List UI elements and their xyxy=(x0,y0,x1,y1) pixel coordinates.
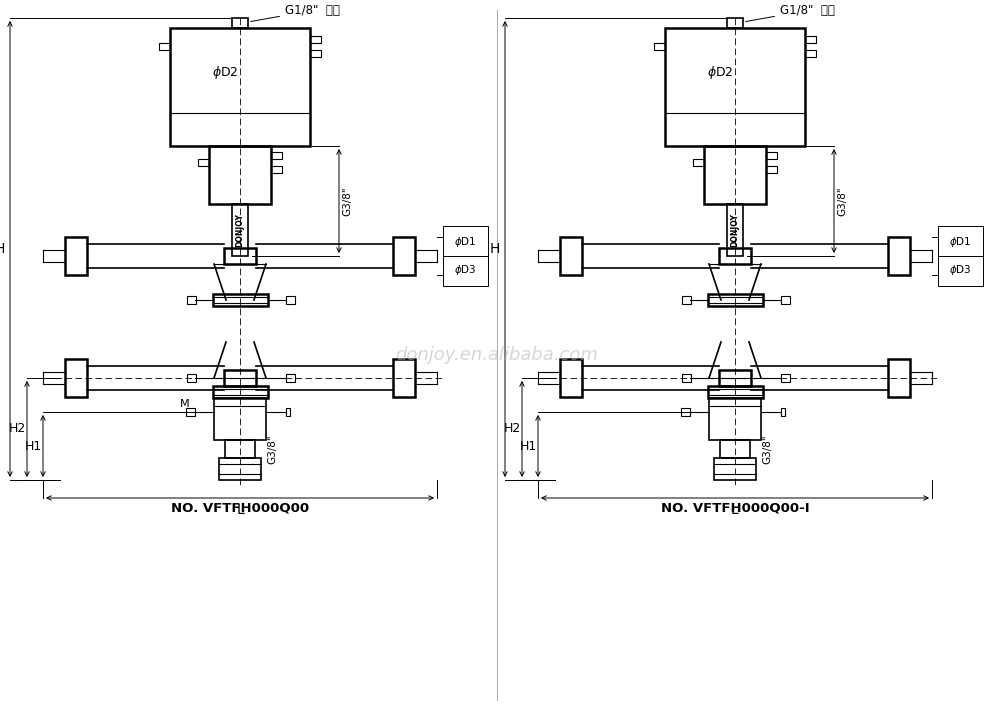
Bar xyxy=(310,36,321,43)
Bar xyxy=(682,296,691,304)
Text: G3/8": G3/8" xyxy=(267,434,277,464)
Bar xyxy=(170,28,310,146)
Text: L: L xyxy=(237,503,244,517)
Bar xyxy=(714,458,756,480)
Bar xyxy=(224,370,256,386)
Bar xyxy=(393,359,415,397)
Bar xyxy=(209,146,271,204)
Bar xyxy=(780,374,789,382)
Bar xyxy=(805,50,816,57)
Bar xyxy=(805,36,816,43)
Bar xyxy=(198,159,209,166)
Text: NO. VFTFH000Q00-I: NO. VFTFH000Q00-I xyxy=(661,501,809,515)
Text: $\phi$D2: $\phi$D2 xyxy=(707,64,734,81)
Text: $\phi$D2: $\phi$D2 xyxy=(212,64,239,81)
Text: H1: H1 xyxy=(25,439,42,452)
Text: H2: H2 xyxy=(503,422,521,436)
Bar xyxy=(708,294,762,306)
Bar xyxy=(224,248,256,264)
Text: G1/8"  气嘴: G1/8" 气嘴 xyxy=(250,4,340,21)
Bar xyxy=(232,18,248,28)
Bar xyxy=(393,237,415,275)
Bar xyxy=(560,237,582,275)
Text: G3/8": G3/8" xyxy=(342,186,352,216)
Bar xyxy=(187,296,196,304)
Text: G3/8": G3/8" xyxy=(837,186,847,216)
Bar xyxy=(766,166,777,173)
Bar xyxy=(232,204,248,256)
Bar xyxy=(187,374,196,382)
Bar xyxy=(888,237,910,275)
Bar xyxy=(709,398,761,440)
Text: DONJOY: DONJOY xyxy=(236,213,245,247)
Bar xyxy=(654,43,665,50)
Text: G3/8": G3/8" xyxy=(762,434,772,464)
Bar xyxy=(271,166,282,173)
Text: G1/8"  气嘴: G1/8" 气嘴 xyxy=(746,4,835,21)
Bar xyxy=(213,294,267,306)
Bar xyxy=(781,408,785,416)
Text: H: H xyxy=(0,242,5,256)
Text: H1: H1 xyxy=(520,439,537,452)
Bar xyxy=(213,386,267,398)
Bar xyxy=(285,374,294,382)
Bar xyxy=(310,50,321,57)
Text: donjoy.en.alibaba.com: donjoy.en.alibaba.com xyxy=(396,346,598,364)
Text: L: L xyxy=(732,503,739,517)
Bar xyxy=(159,43,170,50)
Text: $\phi$D3: $\phi$D3 xyxy=(454,263,476,277)
Bar xyxy=(219,458,261,480)
Bar xyxy=(665,28,805,146)
Bar xyxy=(766,152,777,159)
Bar xyxy=(780,296,789,304)
Text: DONJOY: DONJOY xyxy=(731,213,740,247)
Bar xyxy=(214,398,266,440)
Bar xyxy=(65,359,87,397)
Bar xyxy=(271,152,282,159)
Bar xyxy=(719,370,751,386)
Bar xyxy=(225,440,255,458)
Bar xyxy=(560,359,582,397)
Text: $\phi$D3: $\phi$D3 xyxy=(949,263,971,277)
Bar xyxy=(938,226,983,286)
Bar xyxy=(888,359,910,397)
Bar xyxy=(727,18,743,28)
Text: H: H xyxy=(490,242,500,256)
Bar xyxy=(720,440,750,458)
Bar xyxy=(727,204,743,256)
Bar xyxy=(682,374,691,382)
Bar xyxy=(704,146,766,204)
Text: H2: H2 xyxy=(8,422,26,436)
Bar xyxy=(719,248,751,264)
Bar xyxy=(186,408,195,416)
Bar xyxy=(286,408,290,416)
Bar xyxy=(708,386,762,398)
Bar xyxy=(681,408,690,416)
Text: $\phi$D1: $\phi$D1 xyxy=(454,235,476,249)
Bar xyxy=(443,226,488,286)
Text: M: M xyxy=(180,399,190,409)
Text: NO. VFTFH000Q00: NO. VFTFH000Q00 xyxy=(171,501,309,515)
Bar xyxy=(65,237,87,275)
Text: $\phi$D1: $\phi$D1 xyxy=(949,235,971,249)
Bar xyxy=(693,159,704,166)
Bar xyxy=(285,296,294,304)
